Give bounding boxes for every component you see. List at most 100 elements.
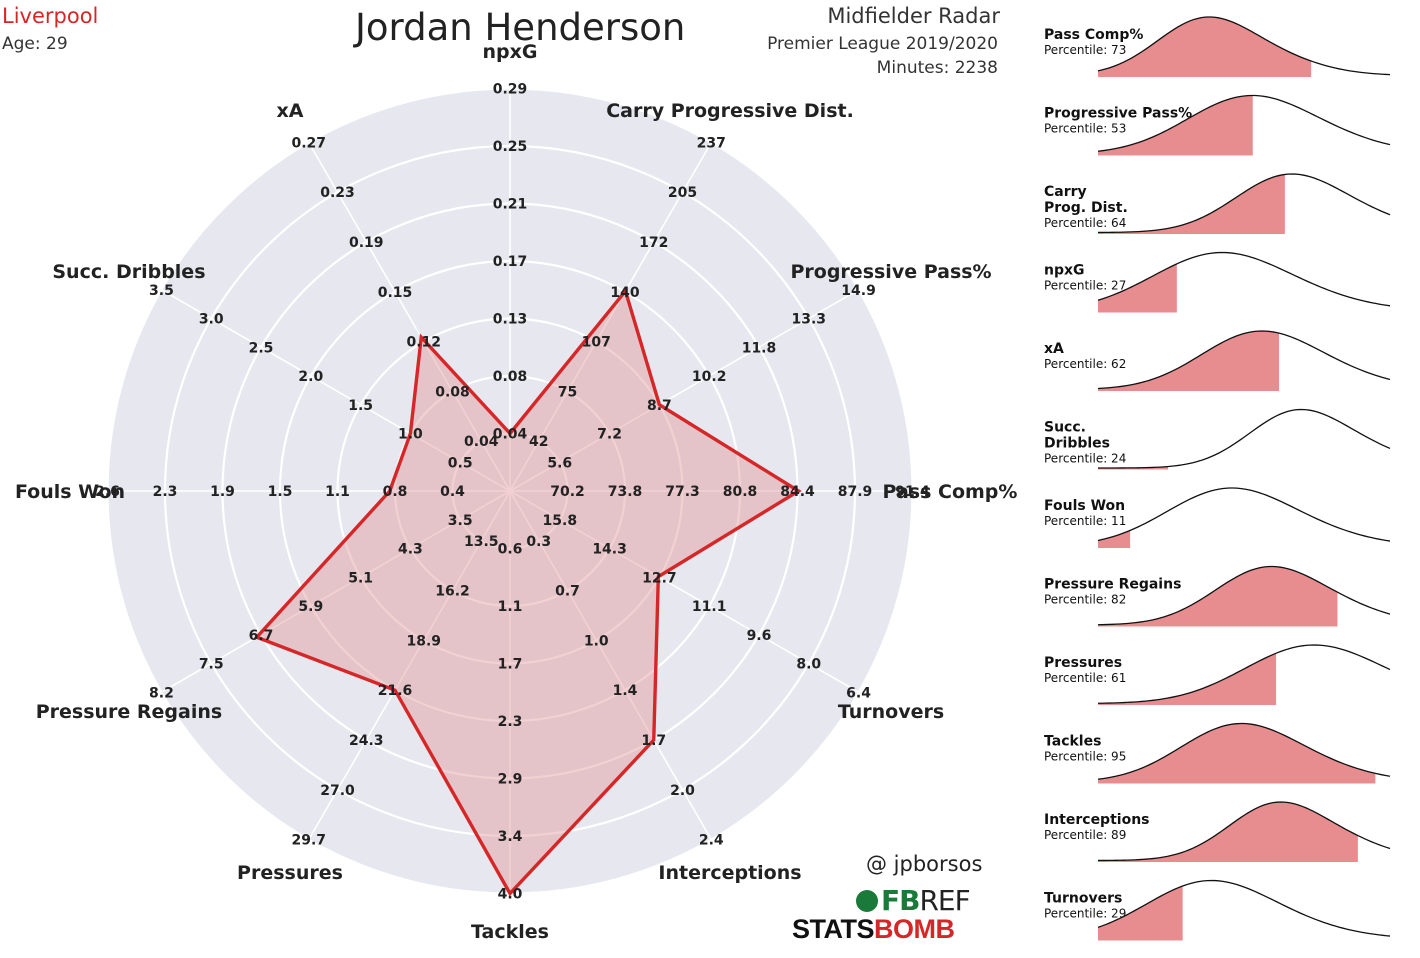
radar-spoke: [161, 289, 511, 492]
radar-tick-label: 1.0: [584, 633, 609, 649]
radar-axis-label: Succ. Dribbles: [52, 261, 205, 283]
radar-spoke: [509, 490, 712, 840]
density-curve-3: [1097, 251, 1391, 307]
density-curve-0: [1097, 16, 1391, 76]
fbref-ball-icon: [856, 890, 878, 912]
radar-tick-label: 0.12: [406, 335, 441, 351]
radar-tick-label: 1.1: [325, 484, 350, 500]
radar-spoke: [308, 142, 511, 492]
density-fill-1: [1098, 95, 1253, 156]
panel-name: Pressure Regains: [1044, 577, 1181, 593]
radar-tick-label: 0.21: [493, 197, 528, 213]
panel-percentile: Percentile: 89: [1044, 828, 1126, 842]
density-curve-1: [1097, 94, 1391, 152]
radar-tick-label: 0.8: [383, 484, 408, 500]
panel-name: xA: [1044, 341, 1064, 357]
radar-tick-label: 2.3: [498, 714, 523, 730]
radar-tick-label: 73.8: [608, 484, 643, 500]
radar-tick-label: 0.23: [320, 185, 355, 201]
radar-tick-label: 2.9: [498, 772, 523, 788]
radar-tick-label: 0.27: [291, 135, 326, 151]
density-fill-9: [1098, 723, 1376, 784]
radar-chart: 0.04 0.08 0.13 0.17 0.21 0.25 0.29 42 75 107 140 17…: [15, 41, 1018, 943]
radar-tick-label: 27.0: [320, 783, 355, 799]
radar-tick-label: 6.4: [846, 685, 871, 701]
radar-axis-label: Interceptions: [658, 862, 801, 884]
radar-axis-label: npxG: [483, 41, 538, 63]
radar-tick-label: 84.4: [780, 484, 815, 500]
panel-name: Carry: [1044, 184, 1087, 200]
radar-tick-label: 5.9: [298, 599, 323, 615]
fbref-logo: FBREF: [856, 884, 971, 917]
radar-tick-label: 0.3: [526, 534, 551, 550]
density-curve-5: [1097, 408, 1391, 469]
radar-spoke: [509, 142, 712, 492]
panel-percentile: Percentile: 64: [1044, 216, 1126, 230]
radar-tick-label: 237: [697, 135, 726, 151]
radar-tick-label: 87.9: [838, 484, 873, 500]
radar-tick-label: 8.2: [149, 685, 174, 701]
radar-tick-label: 11.8: [742, 340, 777, 356]
radar-tick-label: 1.9: [210, 484, 235, 500]
radar-tick-label: 14.3: [592, 542, 627, 558]
radar-tick-label: 21.6: [378, 683, 413, 699]
percentile-distributions: Pass Comp%Percentile: 73 Progressive Pass…: [1044, 16, 1391, 941]
radar-tick-label: 42: [529, 434, 548, 450]
panel-percentile: Percentile: 95: [1044, 750, 1126, 764]
panel-name: Pressures: [1044, 655, 1122, 671]
panel-name: Tackles: [1044, 734, 1101, 750]
radar-tick-label: 0.5: [448, 455, 473, 471]
density-fill-8: [1098, 652, 1277, 705]
radar-tick-label: 0.29: [493, 82, 528, 98]
radar-axis-label: Carry Progressive Dist.: [606, 100, 854, 122]
radar-title: Midfielder Radar: [827, 4, 1000, 28]
radar-tick-label: 7.5: [199, 657, 224, 673]
radar-tick-label: 9.6: [747, 628, 772, 644]
panel-percentile: Percentile: 11: [1044, 514, 1126, 528]
radar-tick-label: 1.7: [498, 657, 523, 673]
radar-axis-label: Pass Comp%: [883, 481, 1018, 503]
team-name: Liverpool: [2, 4, 99, 28]
panel-name: Turnovers: [1044, 891, 1122, 907]
radar-tick-label: 6.7: [249, 628, 274, 644]
density-fill-6: [1098, 530, 1131, 548]
panel-name: npxG: [1044, 263, 1085, 279]
radar-tick-label: 4.0: [498, 887, 523, 903]
radar-tick-label: 3.0: [199, 312, 224, 328]
density-curve-7: [1097, 565, 1391, 626]
density-fill-3: [1098, 263, 1177, 313]
radar-tick-label: 140: [610, 285, 639, 301]
radar-tick-label: 3.4: [498, 829, 523, 845]
density-fill-11: [1098, 886, 1183, 941]
radar-tick-label: 13.5: [464, 534, 499, 550]
radar-tick-label: 14.9: [841, 283, 876, 299]
radar-tick-label: 0.25: [493, 139, 528, 155]
panel-percentile: Percentile: 61: [1044, 671, 1126, 685]
radar-spoke: [308, 490, 511, 840]
radar-tick-label: 0.19: [349, 235, 384, 251]
radar-tick-label: 1.0: [398, 427, 423, 443]
density-curve-11: [1097, 879, 1391, 937]
density-curve-9: [1097, 722, 1391, 780]
radar-tick-label: 77.3: [665, 484, 700, 500]
radar-tick-label: 1.5: [348, 398, 373, 414]
radar-tick-label: 18.9: [406, 633, 441, 649]
radar-axis-label: xA: [277, 100, 304, 122]
radar-tick-label: 3.5: [448, 513, 473, 529]
statsbomb-logo: STATSBOMB: [792, 914, 955, 944]
panel-name: Dribbles: [1044, 436, 1110, 452]
radar-tick-label: 0.15: [378, 285, 413, 301]
density-fill-0: [1098, 17, 1312, 77]
radar-tick-label: 16.2: [435, 584, 470, 600]
panel-name: Interceptions: [1044, 812, 1150, 828]
radar-tick-label: 29.7: [291, 833, 326, 849]
radar-axis-label: Tackles: [471, 921, 549, 943]
radar-spoke: [161, 490, 511, 693]
radar-tick-label: 2.4: [699, 833, 724, 849]
radar-tick-label: 0.04: [493, 427, 528, 443]
radar-tick-label: 15.8: [543, 513, 578, 529]
radar-tick-label: 107: [582, 335, 611, 351]
density-curve-6: [1097, 487, 1391, 542]
radar-tick-label: 0.17: [493, 254, 528, 270]
radar-tick-label: 70.2: [550, 484, 585, 500]
